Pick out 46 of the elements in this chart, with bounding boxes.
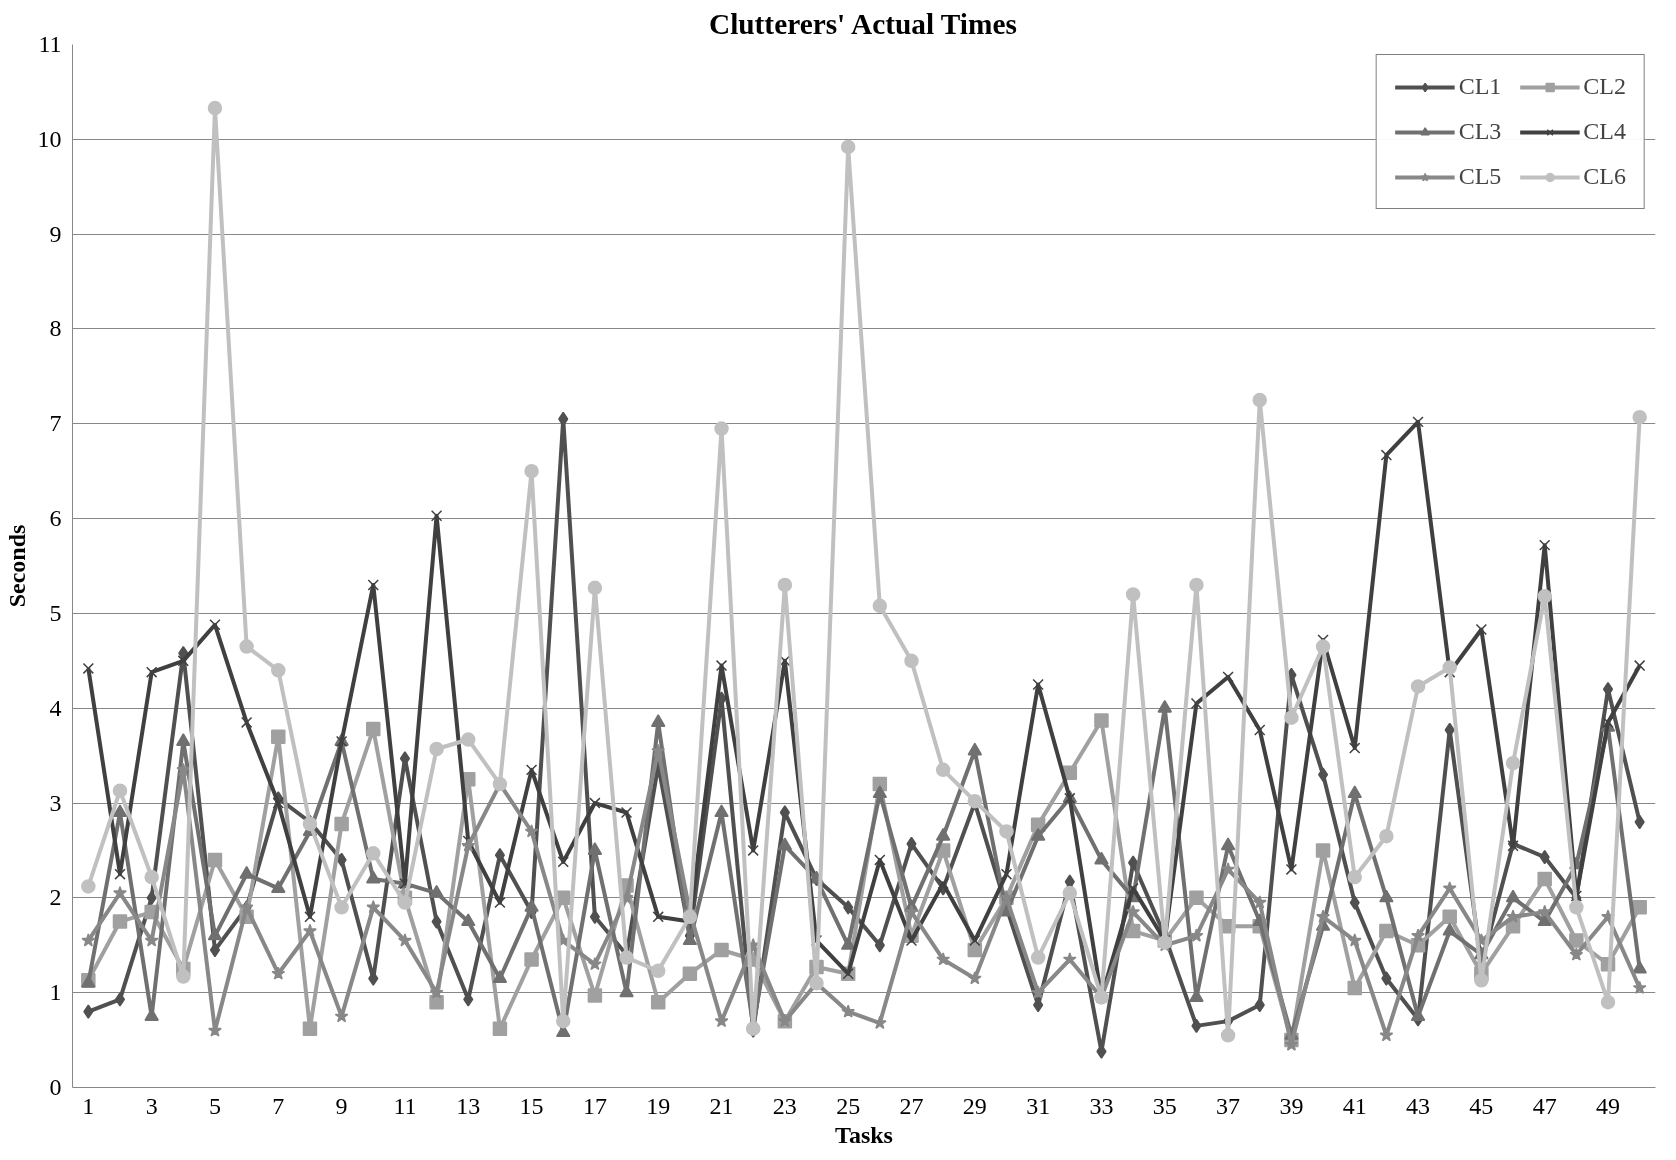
x-tick-label: 21 — [709, 1092, 734, 1119]
x-tick-label: 19 — [646, 1092, 671, 1119]
y-axis-title: Seconds — [3, 524, 30, 608]
x-tick-label: 45 — [1469, 1092, 1494, 1119]
y-tick-label: 6 — [49, 505, 62, 532]
y-tick-label: 0 — [49, 1074, 62, 1100]
x-tick-label: 35 — [1152, 1092, 1177, 1119]
x-tick-label: 27 — [899, 1092, 924, 1119]
x-tick-label: 31 — [1026, 1092, 1051, 1119]
y-tick-label: 5 — [49, 599, 62, 626]
y-tick-label: 10 — [37, 125, 62, 152]
legend-label: CL1 — [1458, 73, 1502, 100]
y-tick-label: 11 — [38, 31, 62, 57]
x-tick-label: 13 — [456, 1092, 481, 1119]
y-tick-label: 7 — [49, 410, 62, 437]
legend-label: CL3 — [1458, 118, 1502, 145]
x-axis-title: Tasks — [835, 1121, 893, 1148]
y-tick-label: 1 — [49, 979, 62, 1006]
chart-title: Clutterers' Actual Times — [708, 7, 1017, 40]
x-tick-label: 43 — [1406, 1092, 1431, 1119]
x-tick-label: 47 — [1532, 1092, 1557, 1119]
legend-label: CL4 — [1583, 118, 1626, 145]
x-tick-label: 9 — [335, 1092, 348, 1119]
x-tick-label: 33 — [1089, 1092, 1114, 1119]
y-tick-label: 3 — [49, 789, 62, 816]
x-tick-label: 37 — [1216, 1092, 1241, 1119]
x-tick-label: 11 — [393, 1092, 417, 1119]
legend-label: CL5 — [1458, 163, 1502, 190]
x-tick-label: 5 — [208, 1092, 221, 1119]
x-tick-label: 41 — [1342, 1092, 1367, 1119]
x-tick-label: 7 — [272, 1092, 285, 1119]
x-tick-label: 29 — [962, 1092, 987, 1119]
y-tick-label: 8 — [49, 315, 62, 342]
x-tick-label: 17 — [582, 1092, 607, 1119]
x-tick-label: 25 — [836, 1092, 861, 1119]
x-tick-label: 39 — [1279, 1092, 1304, 1119]
y-tick-label: 9 — [49, 220, 62, 247]
x-tick-label: 1 — [82, 1092, 95, 1119]
y-tick-label: 2 — [49, 884, 62, 911]
x-tick-label: 15 — [519, 1092, 544, 1119]
legend-label: CL2 — [1583, 73, 1626, 100]
x-tick-label: 23 — [772, 1092, 797, 1119]
x-tick-label: 3 — [145, 1092, 158, 1119]
x-tick-label: 49 — [1596, 1092, 1621, 1119]
y-tick-label: 4 — [49, 694, 62, 721]
legend-label: CL6 — [1583, 163, 1626, 190]
